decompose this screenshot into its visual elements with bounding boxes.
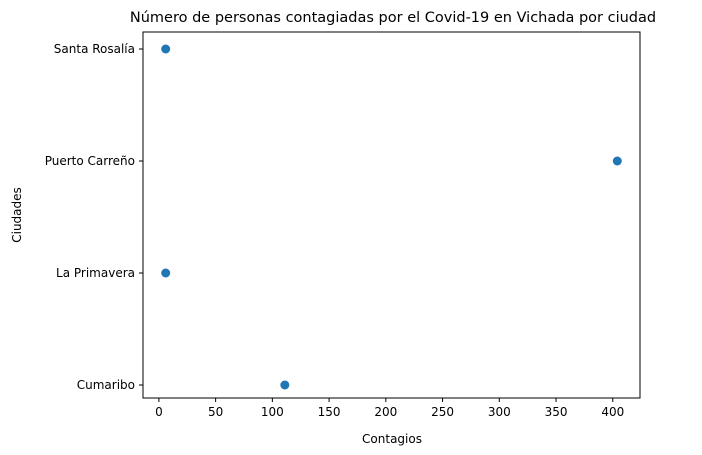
y-tick-label: Cumaribo xyxy=(77,378,135,392)
chart-title: Número de personas contagiadas por el Co… xyxy=(130,10,656,26)
x-tick-label: 150 xyxy=(318,405,341,419)
y-tick-label: Santa Rosalía xyxy=(54,42,135,56)
x-tick-label: 400 xyxy=(601,405,624,419)
x-tick-label: 350 xyxy=(545,405,568,419)
x-tick-label: 200 xyxy=(374,405,397,419)
x-tick-label: 100 xyxy=(261,405,284,419)
y-axis-label: Ciudades xyxy=(10,187,24,243)
data-point xyxy=(280,380,290,390)
x-tick-label: 300 xyxy=(488,405,511,419)
x-tick-label: 50 xyxy=(208,405,223,419)
x-tick-label: 250 xyxy=(431,405,454,419)
y-tick-label: La Primavera xyxy=(56,266,135,280)
data-point xyxy=(612,156,622,166)
y-tick-label: Puerto Carreño xyxy=(45,154,135,168)
x-tick-label: 0 xyxy=(155,405,163,419)
x-axis-label: Contagios xyxy=(362,432,422,446)
data-point xyxy=(161,268,171,278)
data-point xyxy=(161,44,171,54)
data-points xyxy=(161,44,622,390)
plot-area xyxy=(142,31,641,399)
x-axis: 0 50 100 150 200 250 300 350 400 xyxy=(155,398,624,419)
y-axis: Cumaribo La Primavera Puerto Carreño Santa … xyxy=(45,42,143,392)
